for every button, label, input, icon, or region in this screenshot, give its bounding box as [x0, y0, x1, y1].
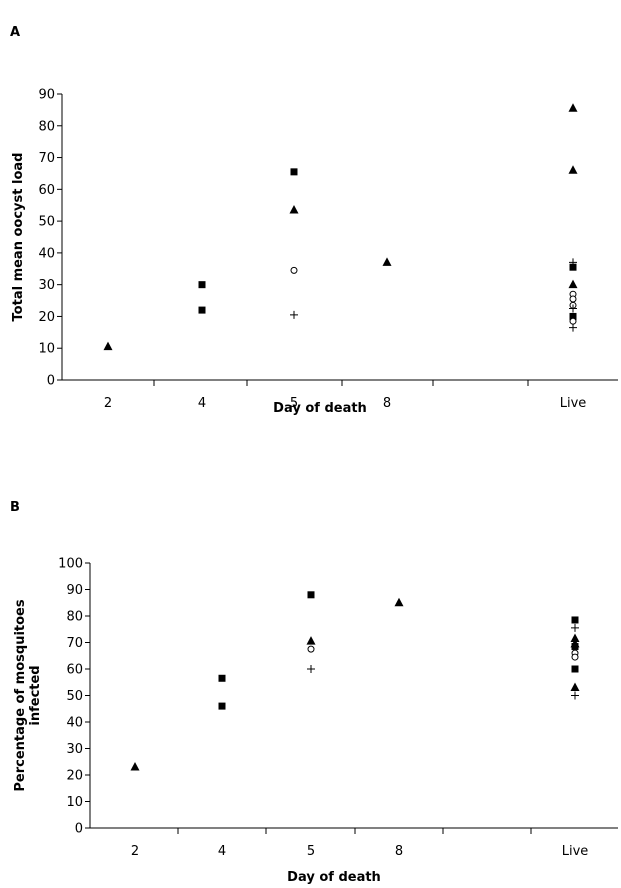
y-tick-label: 10 — [66, 795, 83, 810]
panel-b-plot: 0 10 20 30 40 50 60 70 80 90 100 2 4 5 8 Live Day of dea… — [13, 557, 618, 885]
x-tick-label: 8 — [395, 844, 403, 859]
data-point-triangle — [568, 103, 578, 112]
panel-b-label: B — [10, 500, 20, 515]
y-tick-label: 40 — [38, 246, 55, 261]
data-point-plus — [571, 691, 579, 700]
data-point-triangle — [289, 204, 299, 214]
data-point-triangle — [568, 279, 578, 289]
y-tick-label: 30 — [66, 742, 83, 757]
data-point-circle — [571, 653, 579, 661]
y-tick-label: 90 — [66, 583, 83, 598]
data-point-plus — [569, 258, 577, 267]
x-tick-label: Live — [560, 396, 587, 411]
panel-a-plot: 0 10 20 30 40 50 60 70 80 90 2 4 5 8 Live Day of death T… — [11, 88, 618, 416]
data-point-plus — [569, 323, 577, 332]
data-point-triangle — [570, 633, 580, 643]
data-point-circle — [290, 266, 298, 274]
y-tick-label: 100 — [58, 557, 83, 572]
data-point-triangle — [568, 165, 578, 174]
data-point-square — [569, 263, 577, 271]
data-point-plus — [571, 623, 579, 632]
data-point-square — [198, 306, 206, 314]
x-tick-label: 2 — [104, 396, 112, 411]
data-point-square — [198, 281, 206, 289]
y-tick-label: 50 — [66, 689, 83, 704]
y-tick-label: 90 — [38, 88, 55, 103]
y-tick-label: 0 — [75, 822, 83, 837]
data-point-square — [571, 642, 579, 650]
x-tick-label: 4 — [198, 396, 206, 411]
data-point-triangle — [382, 257, 392, 266]
x-tick-label: 8 — [383, 396, 391, 411]
data-point-plus — [307, 665, 315, 673]
y-tick-label: 60 — [38, 183, 55, 198]
panel-a-label: A — [10, 25, 20, 40]
y-tick-label: 80 — [38, 119, 55, 134]
data-point-circle — [307, 645, 315, 653]
y-tick-label: 70 — [38, 151, 55, 166]
y-tick-label: 20 — [38, 310, 55, 325]
data-point-square — [218, 702, 226, 710]
y-axis-title-line-2: infected — [28, 665, 43, 725]
x-tick-label: 5 — [290, 396, 298, 411]
data-point-square — [571, 665, 579, 673]
data-point-circle — [569, 317, 577, 325]
x-tick-label: 4 — [218, 844, 226, 859]
data-point-triangle — [570, 682, 580, 692]
data-point-triangle — [394, 597, 404, 607]
data-point-triangle — [306, 636, 316, 645]
y-tick-label: 30 — [38, 278, 55, 293]
y-axis-title: Percentage of mosquitoesinfected — [13, 599, 43, 791]
y-tick-label: 20 — [66, 769, 83, 784]
data-point-square — [290, 168, 298, 176]
x-axis-title: Day of death — [287, 870, 381, 885]
data-point-plus — [569, 304, 577, 313]
data-point-square — [571, 616, 579, 624]
data-point-square — [307, 591, 315, 599]
y-tick-label: 10 — [38, 342, 55, 357]
x-tick-label: Live — [562, 844, 589, 859]
data-point-triangle — [103, 341, 113, 351]
data-point-triangle — [130, 762, 140, 771]
y-axis-title-line-1: Percentage of mosquitoes — [13, 599, 28, 791]
y-tick-label: 60 — [66, 663, 83, 678]
y-tick-label: 50 — [38, 215, 55, 230]
x-tick-label: 5 — [307, 844, 315, 859]
data-point-circle — [569, 295, 577, 303]
y-tick-label: 0 — [47, 374, 55, 389]
y-tick-label: 40 — [66, 716, 83, 731]
y-axis-title: Total mean oocyst load — [11, 153, 26, 322]
data-point-plus — [290, 310, 298, 319]
y-tick-label: 80 — [66, 610, 83, 625]
y-tick-label: 70 — [66, 636, 83, 651]
data-point-square — [569, 312, 577, 320]
x-axis-title: Day of death — [273, 401, 367, 416]
data-point-square — [218, 674, 226, 682]
x-tick-label: 2 — [131, 844, 139, 859]
